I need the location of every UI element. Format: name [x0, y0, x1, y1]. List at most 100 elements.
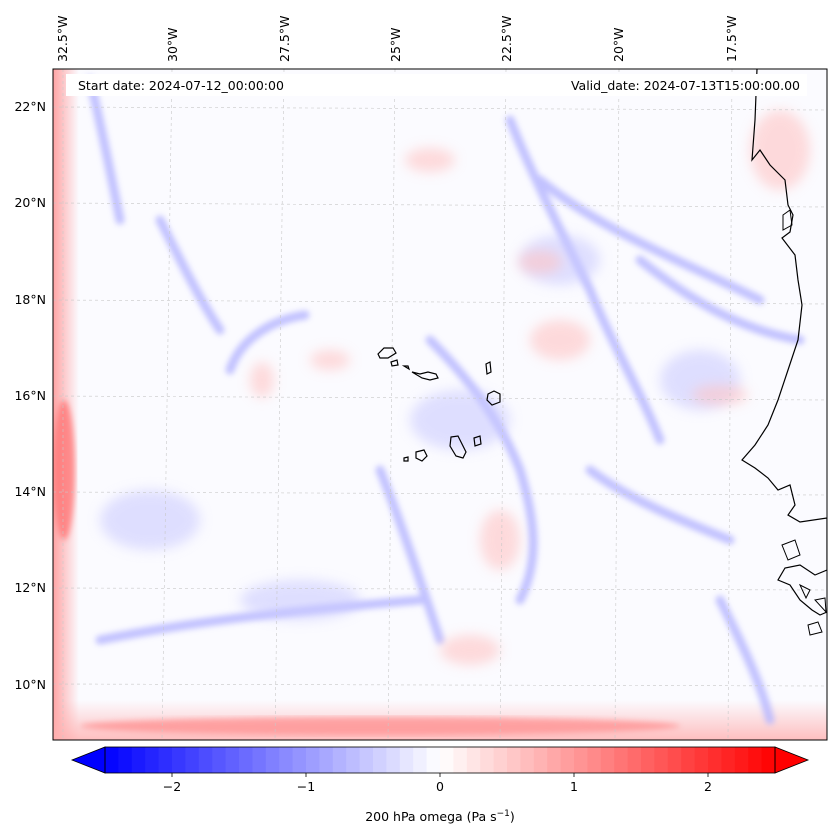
colorbar-segment [118, 747, 133, 773]
brava-island [403, 456, 409, 462]
colorbar-segment [560, 747, 575, 773]
colorbar-segment [654, 747, 669, 773]
lon-label: 27.5°W [277, 16, 292, 62]
colorbar-segment [239, 747, 253, 773]
lon-label: 17.5°W [724, 16, 739, 62]
colorbar-tick-label: −1 [297, 779, 315, 794]
map-frame [52, 68, 828, 741]
colorbar-segment [734, 747, 749, 773]
colorbar-segment [332, 747, 347, 773]
colorbar-extend-max [774, 746, 810, 774]
colorbar-segment [681, 747, 696, 773]
sao-vicente-island [390, 359, 399, 367]
colorbar: −2 −1 0 1 2 200 hPa omega (Pa s−1) [70, 746, 810, 824]
colorbar-segment [426, 747, 441, 773]
colorbar-segment [614, 747, 629, 773]
lat-label: 22°N [14, 99, 46, 114]
lon-label: 22.5°W [499, 16, 514, 62]
fogo-island [415, 449, 428, 462]
colorbar-segment [359, 747, 374, 773]
boa-vista-island [486, 390, 501, 406]
colorbar-segment [158, 747, 173, 773]
coastline-detail [781, 209, 827, 636]
colorbar-segment [131, 747, 146, 773]
gridlines [53, 69, 827, 740]
sal-island [485, 361, 492, 375]
colorbar-segment [721, 747, 736, 773]
colorbar-segment [413, 747, 428, 773]
colorbar-segment [453, 747, 468, 773]
colorbar-label: 200 hPa omega (Pa s−1) [365, 809, 515, 824]
santo-antao-island [377, 347, 397, 359]
colorbar-segment [547, 747, 562, 773]
latitude-labels: 22°N 20°N 18°N 16°N 14°N 12°N 10°N [14, 99, 46, 692]
lon-label: 30°W [165, 27, 180, 62]
colorbar-segment [319, 747, 334, 773]
lat-label: 20°N [14, 195, 46, 210]
colorbar-segment [480, 747, 495, 773]
colorbar-tick-label: 1 [570, 779, 578, 794]
maio-island [473, 435, 482, 447]
colorbar-segment [265, 747, 280, 773]
colorbar-tick-label: 0 [436, 779, 444, 794]
colorbar-segment [212, 747, 227, 773]
lat-label: 18°N [14, 292, 46, 307]
edge-maximum [53, 400, 75, 540]
colorbar-segment [306, 747, 320, 773]
colorbar-tick-label: −2 [163, 779, 181, 794]
colorbar-segment [574, 747, 588, 773]
colorbar-segment [708, 747, 722, 773]
longitude-labels: 32.5°W 30°W 27.5°W 25°W 22.5°W 20°W 17.5… [55, 16, 739, 62]
colorbar-segment [466, 747, 481, 773]
colorbar-segments [105, 747, 776, 773]
colorbar-segment [587, 747, 602, 773]
bottom-edge-maximum [80, 717, 680, 735]
colorbar-segment [105, 747, 119, 773]
colorbar-segment [225, 747, 240, 773]
colorbar-segment [507, 747, 521, 773]
date-banner [66, 74, 807, 96]
colorbar-segment [292, 747, 307, 773]
colorbar-extend-min [70, 746, 106, 774]
colorbar-segment [493, 747, 508, 773]
sao-nicolau-island [411, 371, 439, 381]
colorbar-segment [198, 747, 213, 773]
colorbar-segment [520, 747, 535, 773]
negative-omega-areas [85, 75, 805, 725]
omega-field [53, 69, 827, 740]
colorbar-ticks: −2 −1 0 1 2 [163, 773, 712, 794]
colorbar-tick-label: 2 [704, 779, 712, 794]
colorbar-segment [185, 747, 200, 773]
start-date-label: Start date: 2024-07-12_00:00:00 [78, 78, 284, 93]
cape-verde-islands [377, 347, 501, 462]
colorbar-segment [279, 747, 294, 773]
colorbar-segment [627, 747, 642, 773]
map-panel: Start date: 2024-07-12_00:00:00 Valid_da… [52, 68, 828, 741]
lat-label: 10°N [14, 677, 46, 692]
lon-label: 20°W [611, 27, 626, 62]
lon-label: 32.5°W [55, 16, 70, 62]
lat-label: 12°N [14, 580, 46, 595]
colorbar-segment [533, 747, 548, 773]
valid-date-label: Valid_date: 2024-07-13T15:00:00.00 [571, 78, 800, 93]
colorbar-segment [641, 747, 655, 773]
colorbar-segment [252, 747, 267, 773]
santiago-island [449, 435, 467, 459]
colorbar-segment [386, 747, 401, 773]
colorbar-segment [346, 747, 361, 773]
colorbar-segment [694, 747, 709, 773]
lat-label: 14°N [14, 484, 46, 499]
colorbar-segment [667, 747, 682, 773]
colorbar-segment [748, 747, 763, 773]
colorbar-segment [373, 747, 387, 773]
colorbar-segment [399, 747, 414, 773]
santa-luzia-island [401, 365, 411, 371]
lon-label: 25°W [388, 27, 403, 62]
colorbar-segment [600, 747, 615, 773]
colorbar-segment [761, 747, 776, 773]
positive-omega-patches [250, 110, 810, 665]
colorbar-segment [440, 747, 454, 773]
colorbar-segment [172, 747, 186, 773]
african-coastline [741, 69, 827, 616]
